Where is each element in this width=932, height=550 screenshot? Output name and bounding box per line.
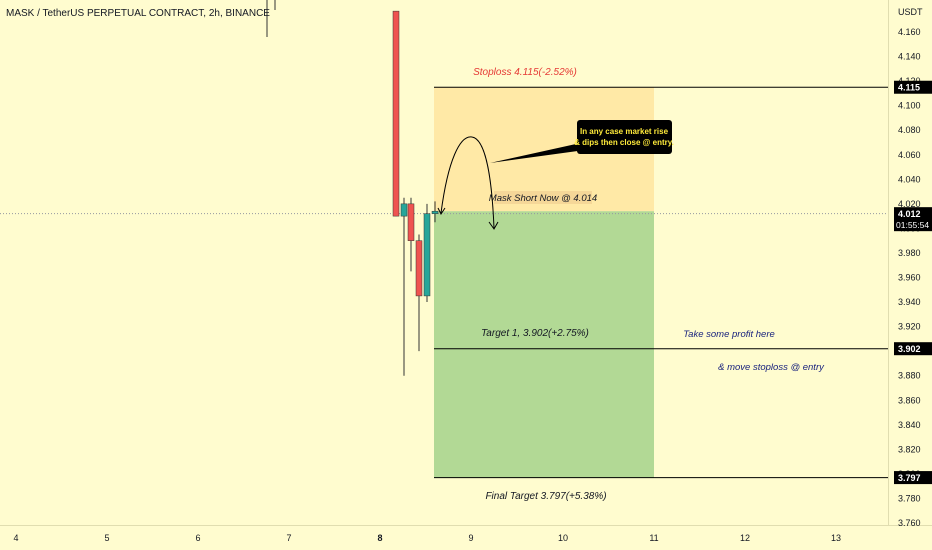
candle-body[interactable] bbox=[423, 213, 431, 297]
y-tick-label: 3.760 bbox=[898, 518, 921, 528]
price-tag-label: 4.012 bbox=[898, 209, 921, 219]
price-tag-label: 3.902 bbox=[898, 344, 921, 354]
x-tick-label: 7 bbox=[286, 533, 291, 543]
entry-label-bg bbox=[494, 191, 592, 204]
arc-arrowtail bbox=[437, 207, 446, 215]
candle-body[interactable] bbox=[392, 10, 400, 217]
y-tick-label: 4.140 bbox=[898, 52, 921, 62]
x-tick-label: 4 bbox=[13, 533, 18, 543]
price-tag bbox=[894, 342, 932, 356]
price-tag bbox=[894, 80, 932, 94]
x-tick-label: 5 bbox=[104, 533, 109, 543]
final-target-label: Final Target 3.797(+5.38%) bbox=[485, 491, 606, 502]
y-tick-label: 4.040 bbox=[898, 174, 921, 184]
y-tick-label: 3.980 bbox=[898, 248, 921, 258]
y-tick-label: 4.060 bbox=[898, 150, 921, 160]
candle-body[interactable] bbox=[431, 210, 439, 214]
y-tick-label: 4.160 bbox=[898, 27, 921, 37]
y-axis-unit: USDT bbox=[898, 7, 923, 17]
price-tag-label: 3.797 bbox=[898, 473, 921, 483]
chart-title: MASK / TetherUS PERPETUAL CONTRACT, 2h, … bbox=[6, 8, 270, 19]
y-tick-label: 4.100 bbox=[898, 101, 921, 111]
y-tick-label: 3.840 bbox=[898, 420, 921, 430]
profit-note-line1: Take some profit here bbox=[683, 329, 775, 340]
y-tick-label: 3.940 bbox=[898, 297, 921, 307]
y-tick-label: 4.020 bbox=[898, 199, 921, 209]
x-tick-label: 12 bbox=[740, 533, 750, 543]
y-tick-label: 3.820 bbox=[898, 444, 921, 454]
callout-text-line1: In any case market rise bbox=[580, 127, 669, 136]
x-tick-label: 11 bbox=[649, 533, 658, 543]
price-tag bbox=[894, 207, 932, 232]
x-tick-label: 6 bbox=[195, 533, 200, 543]
reward-zone bbox=[434, 211, 654, 478]
callout-text-line2: & dips then close @ entry. bbox=[574, 138, 674, 147]
projection-arc bbox=[440, 136, 495, 229]
y-tick-label: 3.880 bbox=[898, 371, 921, 381]
arc-arrowhead bbox=[488, 221, 499, 230]
candle-body[interactable] bbox=[400, 203, 408, 217]
x-tick-label: 9 bbox=[468, 533, 473, 543]
price-tag bbox=[894, 471, 932, 485]
y-tick-label: 4.080 bbox=[898, 125, 921, 135]
candle-body[interactable] bbox=[415, 240, 423, 297]
price-tag-label: 4.115 bbox=[898, 83, 920, 93]
profit-note-line2: & move stoploss @ entry bbox=[718, 362, 825, 373]
y-tick-label: 3.960 bbox=[898, 273, 921, 283]
y-tick-label: 3.780 bbox=[898, 493, 921, 503]
price-tag-countdown: 01:55:54 bbox=[896, 220, 929, 230]
x-tick-label: 8 bbox=[377, 533, 382, 543]
callout-box bbox=[577, 120, 672, 154]
stoploss-label: Stoploss 4.115(-2.52%) bbox=[473, 67, 577, 78]
y-tick-label: 3.860 bbox=[898, 395, 921, 405]
candle-body[interactable] bbox=[407, 203, 415, 241]
x-tick-label: 10 bbox=[558, 533, 568, 543]
target1-label: Target 1, 3.902(+2.75%) bbox=[481, 328, 589, 339]
x-tick-label: 13 bbox=[831, 533, 841, 543]
callout-pointer bbox=[490, 142, 585, 163]
entry-label: Mask Short Now @ 4.014 bbox=[489, 193, 597, 204]
y-tick-label: 3.920 bbox=[898, 322, 921, 332]
